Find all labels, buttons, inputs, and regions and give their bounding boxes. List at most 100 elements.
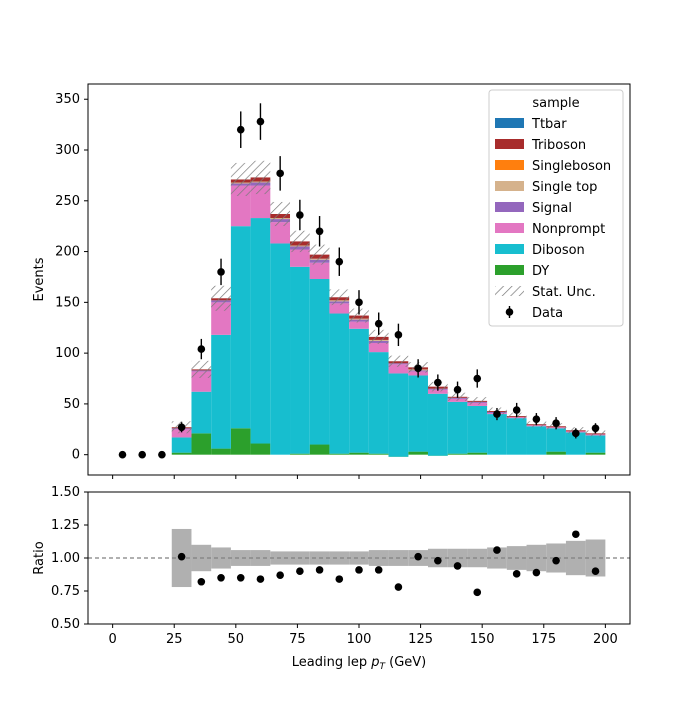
hist-bar-diboson [290,266,310,454]
ratio-unc-band [447,548,468,568]
x-tick-label: 200 [593,632,618,647]
x-axis-label-var: p [370,655,379,670]
stat-unc-band [467,397,488,405]
ratio-point [552,556,560,565]
ratio-panel: 0.50 0.75 1.00 1.25 1.50 0 25 50 75 100 125 150 175 2… [32,485,631,672]
legend-label: Data [532,306,563,321]
legend-title: sample [532,96,579,111]
data-point [217,268,225,276]
hist-bar-diboson [270,243,291,455]
hist-bar-nonprompt [388,364,409,374]
hist-bar-nonprompt [270,222,291,244]
data-point [493,410,501,418]
hist-bar-diboson [191,391,212,434]
ratio-point [414,552,422,561]
data-point [453,385,462,394]
data-point [374,319,383,328]
hist-bar-diboson [329,313,350,454]
data-point [335,257,344,266]
hist-bar-diboson [447,401,468,454]
ratio-point [394,583,403,591]
hist-bar-dy [329,453,350,455]
legend: sample Ttbar Triboson Singleboson Single top… [488,89,624,327]
ratio-point [217,574,225,582]
hist-bar-diboson [585,435,606,453]
hist-bar-diboson [565,432,586,455]
hist-bar-diboson [546,428,566,452]
stat-unc-band [368,329,389,344]
ratio-unc-band [250,550,271,566]
stat-unc-band [388,355,409,367]
legend-swatch-triboson [495,139,524,149]
ratio-point [532,568,541,577]
hist-bar-diboson [171,437,192,453]
y-tick-label: 100 [55,346,80,361]
ratio-point [236,574,245,582]
hist-bar-dy [447,453,468,455]
ratio-unc-band [467,548,488,568]
hist-bar-dy [230,428,251,455]
stat-unc-band [191,360,212,378]
x-axis-label-sub: T [379,662,386,672]
stat-unc-band [211,285,231,311]
hist-bar-diboson [211,334,231,449]
stat-unc-band [270,201,291,227]
ratio-point [276,571,284,579]
ratio-y-tick-label: 1.00 [51,551,80,566]
ratio-unc-band [329,551,350,565]
x-axis-label-suffix: (GeV) [385,655,426,670]
x-tick-label: 0 [108,632,116,647]
data-point [158,450,166,459]
hist-bar-dy [467,452,488,455]
x-tick-label: 125 [408,632,433,647]
stat-unc-band [309,244,330,265]
y-tick-label: 350 [55,92,80,107]
x-axis-label: Leading lep pT (GeV) [292,655,426,672]
ratio-point [296,567,304,575]
data-point [296,211,304,219]
hist-bar-dy [171,452,192,455]
y-axis-label: Events [32,257,47,301]
ratio-unc-band [349,551,369,565]
ratio-y-tick-label: 1.50 [51,485,80,500]
legend-label: Stat. Unc. [532,285,596,300]
x-axis-label-prefix: Leading lep [292,655,371,670]
data-point [197,345,206,353]
x-tick-label: 50 [228,632,245,647]
y-tick-label: 150 [55,295,80,310]
hist-bar-diboson [388,373,409,457]
y-tick-label: 200 [55,245,80,260]
legend-data-marker [505,308,514,316]
hist-bar-dy [309,444,330,455]
hist-bar-diboson [230,226,251,429]
hist-bar-diboson [309,278,330,445]
data-point [414,364,422,373]
stat-unc-band [329,289,350,306]
ratio-point [177,552,186,561]
data-point [572,429,580,438]
legend-swatch-singleboson [495,160,524,170]
x-tick-label: 175 [531,632,556,647]
hist-bar-diboson [368,352,389,454]
ratio-point [197,577,206,586]
hist-bar-diboson [526,426,547,455]
data-point [355,298,363,307]
hist-bar-diboson [427,393,448,456]
stat-unc-band [290,230,310,253]
hist-bar-nonprompt [171,429,192,438]
ratio-unc-band [230,550,251,566]
hist-bar-nonprompt [309,262,330,279]
data-point [394,331,403,339]
legend-swatch-diboson [495,244,524,254]
ratio-point [473,588,482,597]
y-tick-label: 50 [63,397,80,412]
legend-label: Triboson [531,138,586,153]
y-tick-label: 0 [72,448,80,463]
x-tick-label: 100 [347,632,372,647]
ratio-point [256,575,265,583]
legend-label: Ttbar [531,117,567,132]
legend-swatch-single-top [495,181,524,191]
hist-bar-diboson [487,414,507,455]
